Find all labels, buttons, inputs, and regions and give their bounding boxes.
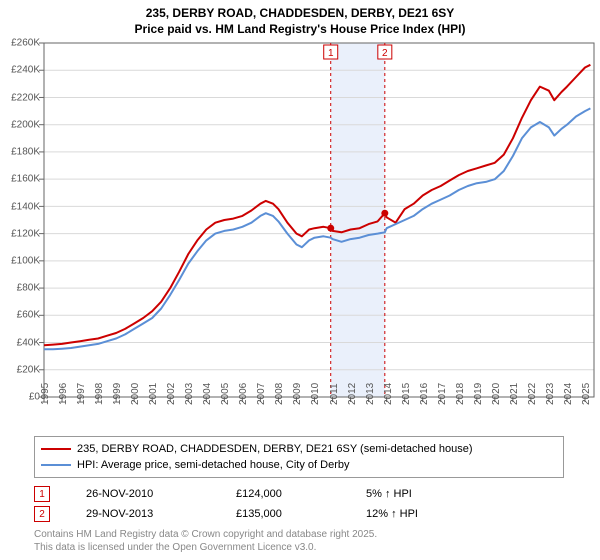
legend-item: HPI: Average price, semi-detached house,… (41, 457, 557, 473)
title-line-2: Price paid vs. HM Land Registry's House … (0, 22, 600, 38)
y-tick-label: £120K (0, 228, 40, 239)
attribution-line-1: Contains HM Land Registry data © Crown c… (34, 528, 600, 541)
x-tick-label: 2025 (581, 383, 600, 405)
svg-text:1: 1 (328, 48, 334, 59)
y-tick-label: £100K (0, 256, 40, 267)
y-tick-label: £0 (0, 392, 40, 403)
chart-area: 12 £0£20K£40K£60K£80K£100K£120K£140K£160… (0, 37, 600, 432)
title-block: 235, DERBY ROAD, CHADDESDEN, DERBY, DE21… (0, 0, 600, 37)
sale-marker: 2 (34, 506, 50, 522)
legend-swatch (41, 448, 71, 450)
y-tick-label: £160K (0, 174, 40, 185)
sale-date: 29-NOV-2013 (86, 508, 236, 520)
chart-svg: 12 (0, 37, 600, 432)
y-tick-label: £220K (0, 92, 40, 103)
sale-marker: 1 (34, 486, 50, 502)
y-tick-label: £260K (0, 38, 40, 49)
sale-row: 1 26-NOV-2010£124,0005% ↑ HPI (34, 484, 564, 504)
sale-delta: 5% ↑ HPI (366, 488, 486, 500)
attribution: Contains HM Land Registry data © Crown c… (34, 528, 600, 554)
legend: 235, DERBY ROAD, CHADDESDEN, DERBY, DE21… (34, 436, 564, 478)
y-tick-label: £180K (0, 147, 40, 158)
sale-price: £124,000 (236, 488, 366, 500)
legend-swatch (41, 464, 71, 466)
y-tick-label: £140K (0, 201, 40, 212)
y-tick-label: £40K (0, 337, 40, 348)
y-tick-label: £200K (0, 119, 40, 130)
legend-label: HPI: Average price, semi-detached house,… (77, 459, 350, 471)
legend-label: 235, DERBY ROAD, CHADDESDEN, DERBY, DE21… (77, 443, 473, 455)
sale-row: 2 29-NOV-2013£135,00012% ↑ HPI (34, 504, 564, 524)
attribution-line-2: This data is licensed under the Open Gov… (34, 541, 600, 554)
title-line-1: 235, DERBY ROAD, CHADDESDEN, DERBY, DE21… (0, 6, 600, 22)
chart-container: 235, DERBY ROAD, CHADDESDEN, DERBY, DE21… (0, 0, 600, 560)
sale-price: £135,000 (236, 508, 366, 520)
y-tick-label: £20K (0, 364, 40, 375)
sales-table: 1 26-NOV-2010£124,0005% ↑ HPI 2 29-NOV-2013… (34, 484, 564, 524)
y-tick-label: £80K (0, 283, 40, 294)
y-tick-label: £240K (0, 65, 40, 76)
y-tick-label: £60K (0, 310, 40, 321)
sale-delta: 12% ↑ HPI (366, 508, 486, 520)
sale-date: 26-NOV-2010 (86, 488, 236, 500)
svg-text:2: 2 (382, 48, 388, 59)
legend-item: 235, DERBY ROAD, CHADDESDEN, DERBY, DE21… (41, 441, 557, 457)
